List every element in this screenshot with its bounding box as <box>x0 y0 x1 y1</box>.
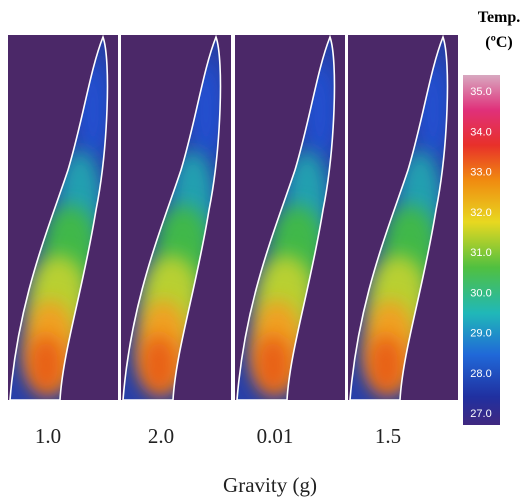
colorbar-tick-label: 32.0 <box>470 207 491 219</box>
colorbar-tick-label: 31.0 <box>470 247 491 259</box>
panel-label: 1.5 <box>375 424 401 448</box>
colorbar-tick-label: 33.0 <box>470 167 491 179</box>
colorbar-title: Temp. <box>478 9 521 26</box>
leaf-outline <box>349 34 449 401</box>
heat-blob <box>141 335 177 395</box>
heat-blob <box>368 335 404 395</box>
heat <box>10 37 108 400</box>
colorbar-tick-label: 35.0 <box>470 86 491 98</box>
colorbar-tick-label: 27.0 <box>470 408 491 420</box>
x-axis-title: Gravity (g) <box>223 473 317 497</box>
leaf-outline <box>236 34 336 401</box>
panel <box>121 34 231 401</box>
panel <box>348 34 458 401</box>
colorbar <box>463 75 500 425</box>
panel-label: 0.01 <box>257 424 294 448</box>
leaf-outline <box>122 34 222 401</box>
colorbar-tick-label: 34.0 <box>470 126 491 138</box>
colorbar-tick-label: 29.0 <box>470 328 491 340</box>
leaf-outline <box>9 34 109 401</box>
heat-blob <box>28 335 64 395</box>
panel-label: 1.0 <box>35 424 61 448</box>
panel-label: 2.0 <box>148 424 174 448</box>
panel <box>235 34 345 401</box>
heat-blob <box>255 335 291 395</box>
colorbar-ticks: 35.0 34.0 33.0 32.0 31.0 30.0 29.0 28.0 27.0 <box>470 86 491 420</box>
thermal-panels <box>8 34 458 401</box>
panel <box>8 34 118 401</box>
colorbar-tick-label: 28.0 <box>470 368 491 380</box>
colorbar-unit: (ºC) <box>485 34 513 51</box>
colorbar-tick-label: 30.0 <box>470 287 491 299</box>
heat <box>123 37 221 400</box>
